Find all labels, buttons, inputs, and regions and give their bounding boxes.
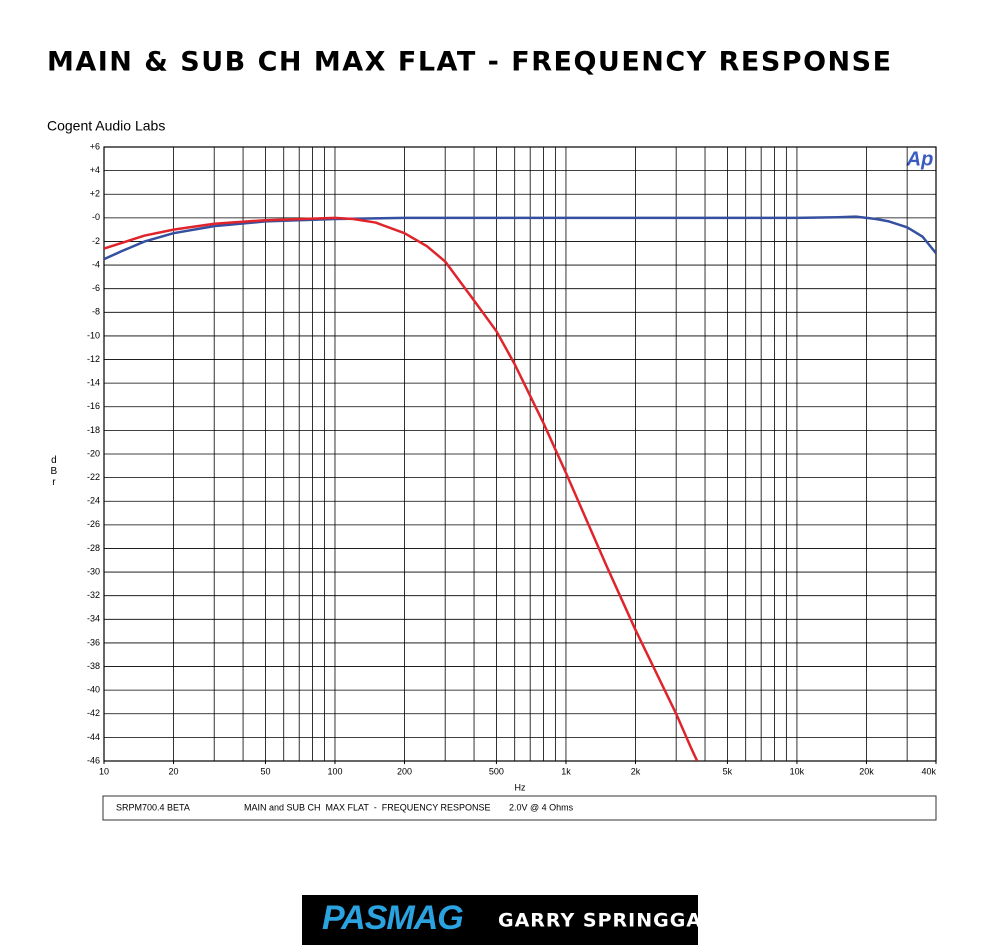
footer-model: SRPM700.4 BETA [116,802,190,812]
y-tick-label: -14 [87,378,100,388]
x-tick-label: 1k [561,766,571,776]
y-tick-label: -32 [87,590,100,600]
x-tick-label: 20 [169,766,179,776]
y-tick-label: -26 [87,519,100,529]
chart-title: MAIN & SUB CH MAX FLAT - FREQUENCY RESPO… [47,47,893,78]
y-tick-label: -38 [87,661,100,671]
footer-description: MAIN and SUB CH MAX FLAT - FREQUENCY RES… [244,802,491,812]
y-tick-label: -20 [87,448,100,458]
plot-frame [103,146,937,762]
x-tick-label: 100 [327,766,342,776]
y-tick-label: -2 [92,236,100,246]
ap-logo: Ap [906,148,934,170]
y-tick-label: +2 [90,189,100,199]
y-tick-label: -34 [87,614,100,624]
x-tick-label: 10k [790,766,805,776]
y-tick-label: -18 [87,425,100,435]
y-tick-label: -30 [87,566,100,576]
x-tick-label: 20k [859,766,874,776]
x-tick-label: 5k [723,766,733,776]
brand-author: GARRY SPRINGGAY [498,910,715,932]
x-tick-label: 200 [397,766,412,776]
y-tick-label: -16 [87,401,100,411]
y-tick-label: -46 [87,755,100,765]
x-tick-label: 50 [260,766,270,776]
x-axis-label: Hz [515,782,526,792]
y-tick-label: -24 [87,496,100,506]
y-tick-label: -28 [87,543,100,553]
y-tick-label: -44 [87,732,100,742]
footer-condition: 2.0V @ 4 Ohms [509,802,574,812]
y-tick-label: -40 [87,685,100,695]
y-tick-label: -12 [87,354,100,364]
y-tick-label: -36 [87,637,100,647]
y-tick-label: -42 [87,708,100,718]
y-axis-label: dBr [48,455,59,488]
subtitle: Cogent Audio Labs [47,118,165,134]
y-tick-label: +4 [90,165,100,175]
x-tick-label: 40k [921,766,936,776]
y-tick-label: +6 [90,141,100,151]
y-tick-label: -4 [92,259,100,269]
x-tick-label: 500 [489,766,504,776]
y-tick-label: -10 [87,330,100,340]
y-tick-label: -0 [92,212,100,222]
footer-box [102,795,937,821]
brand-logo: PASMAG [322,899,463,937]
y-tick-label: -8 [92,307,100,317]
x-tick-label: 10 [99,766,109,776]
x-tick-label: 2k [631,766,641,776]
brand-banner [302,895,698,945]
y-tick-label: -6 [92,283,100,293]
series-line [104,215,936,261]
series-line [104,216,699,761]
y-tick-label: -22 [87,472,100,482]
